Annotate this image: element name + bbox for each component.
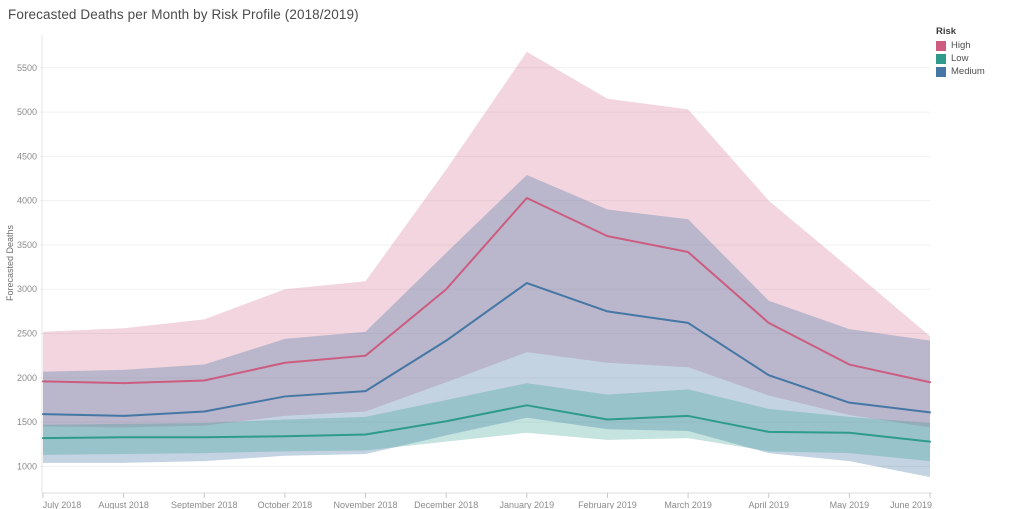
y-tick-label: 4500 (17, 151, 37, 161)
y-tick-label: 5000 (17, 107, 37, 117)
x-tick-label: September 2018 (171, 500, 238, 509)
line-low (42, 404, 931, 443)
y-tick-label: 3500 (17, 240, 37, 250)
legend-swatch-low (936, 53, 946, 64)
x-tick-label: May 2019 (830, 500, 870, 509)
legend-swatch-medium (936, 66, 946, 77)
x-tick-label: February 2019 (578, 500, 637, 509)
x-tick-label: March 2019 (664, 500, 712, 509)
x-tick-label: November 2018 (334, 500, 398, 509)
line-medium (42, 282, 931, 417)
y-tick-label: 2500 (17, 329, 37, 339)
legend-label: Low (951, 53, 969, 64)
legend-item-medium[interactable]: Medium (936, 66, 985, 77)
legend-label: High (951, 40, 971, 51)
x-tick-label: October 2018 (258, 500, 313, 509)
y-tick-label: 4000 (17, 196, 37, 206)
legend-item-low[interactable]: Low (936, 53, 985, 64)
line-high (42, 197, 931, 385)
legend-title: Risk (936, 26, 957, 37)
y-tick-label: 1500 (17, 417, 37, 427)
x-tick-label: June 2019 (890, 500, 932, 509)
chart-title: Forecasted Deaths per Month by Risk Prof… (8, 7, 359, 22)
legend: Risk High Low Medium (936, 26, 985, 79)
x-tick-label: August 2018 (98, 500, 149, 509)
x-tick-label: January 2019 (500, 500, 555, 509)
band-high (43, 51, 930, 428)
y-tick-label: 1000 (17, 461, 37, 471)
legend-swatch-high (936, 40, 946, 51)
y-tick-label: 3000 (17, 284, 37, 294)
x-tick-label: December 2018 (414, 500, 478, 509)
band-medium (43, 174, 930, 478)
y-tick-label: 2000 (17, 373, 37, 383)
band-low (43, 383, 930, 462)
x-tick-label: July 2018 (43, 500, 82, 509)
x-tick-label: April 2019 (748, 500, 789, 509)
legend-item-high[interactable]: High (936, 40, 985, 51)
y-tick-label: 5500 (17, 63, 37, 73)
legend-label: Medium (951, 66, 985, 77)
